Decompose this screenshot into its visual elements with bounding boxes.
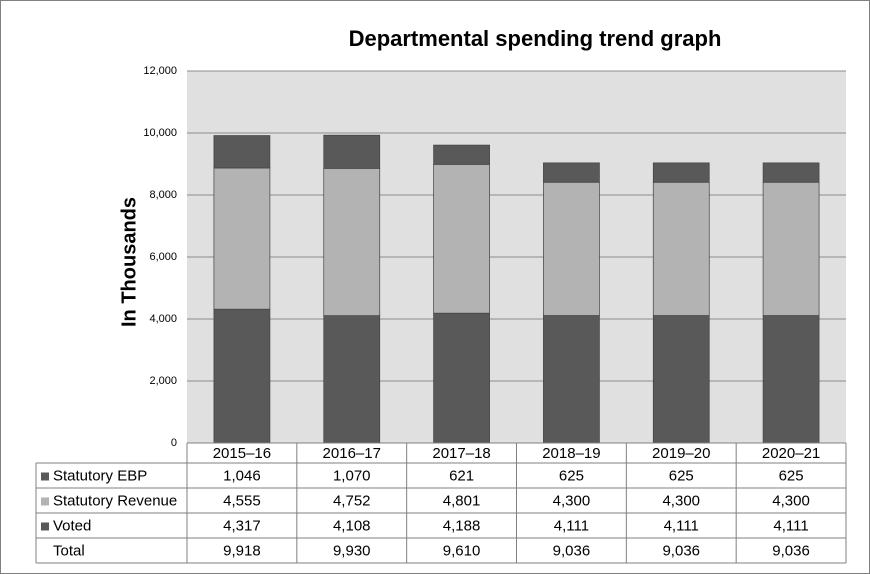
bar-segment [762,315,820,444]
bar-segment [323,315,381,444]
chart-title: Departmental spending trend graph [349,26,722,51]
total-value: 9,610 [443,542,481,559]
legend-label: Statutory EBP [53,467,147,484]
y-tick-label: 12,000 [143,65,177,77]
legend-swatch [41,497,49,506]
table-value: 1,046 [223,467,261,484]
bar-segment [762,181,820,316]
bar-segment [213,167,271,310]
table-value: 4,801 [443,492,481,509]
table-value: 4,555 [223,492,261,509]
total-label: Total [53,542,85,559]
table-value: 4,111 [664,517,699,534]
legend-label: Voted [53,517,91,534]
table-value: 4,111 [773,517,808,534]
bar-segment [323,167,381,317]
table-value: 4,317 [223,517,261,534]
table-value: 621 [449,467,474,484]
legend-swatch [41,472,49,481]
table-value: 625 [779,467,804,484]
x-tick-label: 2015–16 [213,445,271,462]
bar-segment [652,315,710,444]
y-tick-label: 2,000 [149,375,177,387]
bar-segment [543,315,600,444]
bar-segment [323,134,381,169]
bar-segment [433,163,490,314]
y-axis-label: In Thousands [118,197,140,327]
table-value: 4,188 [443,517,481,534]
table-value: 4,300 [662,492,700,509]
total-value: 9,930 [333,542,371,559]
y-tick-label: 0 [171,437,177,449]
table-value: 625 [559,467,584,484]
table-value: 1,070 [333,467,371,484]
y-tick-label: 10,000 [143,127,177,139]
x-tick-label: 2019–20 [652,445,710,462]
legend-swatch [41,522,49,531]
table-value: 4,752 [333,492,371,509]
legend-label: Statutory Revenue [53,492,177,509]
bar-segment [762,162,820,183]
table-value: 4,300 [553,492,591,509]
table-value: 4,300 [772,492,810,509]
y-tick-label: 4,000 [149,313,177,325]
total-value: 9,918 [223,542,261,559]
total-value: 9,036 [772,542,810,559]
bar-segment [433,144,490,165]
table-value: 4,108 [333,517,371,534]
x-tick-label: 2017–18 [432,445,490,462]
bar-segment [652,162,710,183]
bar-segment [543,181,600,316]
bar-segment [433,312,490,444]
x-tick-label: 2018–19 [542,445,600,462]
bar-segment [652,181,710,316]
bar-segment [213,135,271,169]
table-value: 4,111 [554,517,589,534]
x-tick-label: 2020–21 [762,445,820,462]
table-value: 625 [669,467,694,484]
x-tick-label: 2016–17 [323,445,381,462]
y-tick-label: 6,000 [149,251,177,263]
bar-segment [543,162,600,183]
bar-segment [213,308,271,444]
total-value: 9,036 [553,542,591,559]
y-tick-label: 8,000 [149,189,177,201]
total-value: 9,036 [662,542,700,559]
